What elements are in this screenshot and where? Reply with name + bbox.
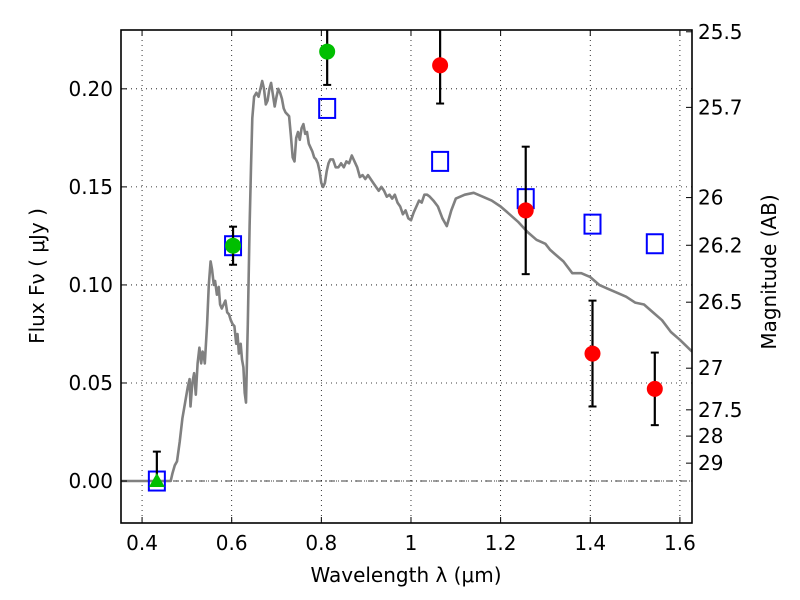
observed-point <box>584 345 601 362</box>
y-right-tick-labels: 25.5 25.7 26 26.2 26.5 27 27.528 29 <box>698 20 743 475</box>
model-spectrum-line <box>121 79 692 483</box>
model-photometry-square <box>431 150 450 172</box>
model-photometry-square <box>318 97 337 119</box>
x-tick-label: 1.6 <box>664 531 696 555</box>
y-right-tick-label: 29 <box>698 451 723 475</box>
x-tick-label: 1.4 <box>574 531 606 555</box>
observed-point <box>432 57 449 74</box>
y-right-axis-label: Magnitude (AB) <box>757 194 781 349</box>
y-right-tick-label: 27.5 <box>698 398 743 422</box>
x-tick-labels: 0.4 0.6 0.8 1 1.2 1.4 1.6 <box>126 531 696 555</box>
y-axis-label: Flux Fν ( μJy ) <box>25 208 49 344</box>
x-axis-label: Wavelength λ (μm) <box>310 563 501 587</box>
observed-point <box>646 380 663 397</box>
x-tick-label: 0.6 <box>216 531 248 555</box>
axis-ticks <box>121 30 692 523</box>
y-right-tick-label: 26.5 <box>698 290 743 314</box>
plot-frame <box>120 29 693 524</box>
x-tick-label: 1 <box>405 531 418 555</box>
data-markers <box>147 30 664 492</box>
observed-point <box>319 43 336 60</box>
model-photometry-square <box>583 213 602 235</box>
observed-point <box>517 202 534 219</box>
y-tick-label: 0.00 <box>68 469 113 493</box>
y-right-tick-label: 26.2 <box>698 233 743 257</box>
x-tick-label: 1.2 <box>485 531 517 555</box>
y-tick-label: 0.15 <box>68 175 113 199</box>
observed-point <box>225 237 242 254</box>
y-tick-label: 0.05 <box>68 371 113 395</box>
model-photometry-square <box>645 233 664 255</box>
y-right-tick-label: 25.5 <box>698 20 743 44</box>
y-right-tick-label: 28 <box>698 424 723 448</box>
y-tick-label: 0.10 <box>68 273 113 297</box>
y-tick-labels: 0.00 0.05 0.10 0.15 0.20 <box>68 77 113 493</box>
y-right-tick-label: 25.7 <box>698 95 743 119</box>
x-tick-label: 0.4 <box>126 531 158 555</box>
upper-limit-triangle <box>148 473 165 488</box>
x-tick-label: 0.8 <box>305 531 337 555</box>
grid-lines <box>121 30 692 523</box>
y-right-tick-label: 27 <box>698 356 723 380</box>
y-right-tick-label: 26 <box>698 186 723 210</box>
y-tick-label: 0.20 <box>68 77 113 101</box>
